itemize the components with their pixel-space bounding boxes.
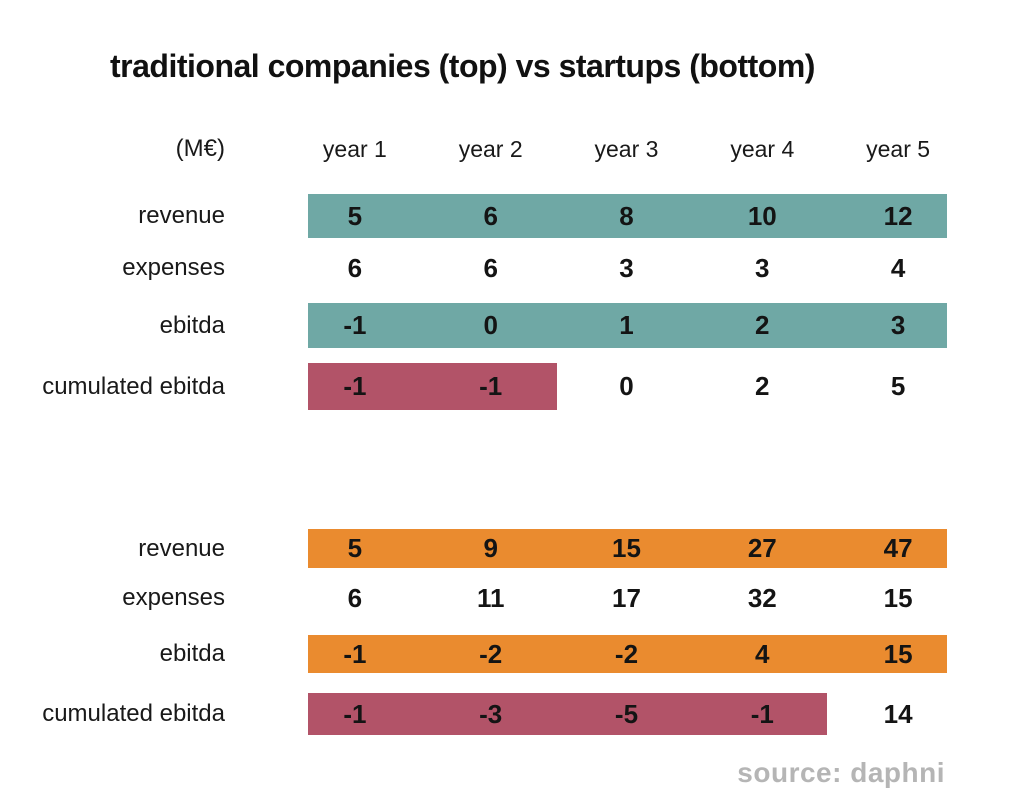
table-row-startup-revenue: revenue 5 9 15 27 47 — [0, 529, 1024, 568]
cell-value: 47 — [883, 533, 913, 563]
cell-value: -1 — [343, 310, 367, 340]
cell-value: -1 — [343, 638, 367, 669]
column-header-year-5: year 5 — [866, 135, 931, 162]
cell-value: 14 — [883, 698, 913, 729]
cell-value: 15 — [883, 638, 913, 669]
cell-value: -1 — [343, 698, 367, 729]
cell-value: 3 — [890, 310, 906, 340]
cell-value: 9 — [483, 533, 498, 563]
cell-value: 15 — [612, 533, 641, 563]
table-row-traditional-expenses: expenses 6 6 3 3 4 — [0, 246, 1024, 290]
cell-value: 17 — [612, 582, 641, 613]
source-credit: source: daphni — [737, 757, 945, 788]
cell-value: 11 — [476, 582, 505, 613]
year-column-headers: year 1 year 2 year 3 year 4 year 5 — [287, 134, 966, 164]
table-row-startup-cumulated-ebitda: cumulated ebitda -1 -3 -5 -1 14 — [0, 693, 1024, 735]
row-label: ebitda — [159, 640, 225, 667]
ebitda-bar-traditional — [308, 303, 947, 348]
table-row-startup-expenses: expenses 6 11 17 32 15 — [0, 576, 1024, 620]
cell-value: 3 — [619, 252, 634, 283]
cumulated-ebitda-bar-traditional — [308, 363, 557, 410]
revenue-bar-startup — [308, 529, 947, 568]
cell-value: 4 — [890, 252, 906, 283]
ebitda-bar-startup — [308, 635, 947, 673]
row-label: revenue — [138, 534, 225, 562]
row-label: revenue — [138, 202, 225, 229]
unit-label: (M€) — [175, 135, 225, 162]
row-label: expenses — [122, 254, 225, 281]
cell-value: 5 — [347, 200, 363, 231]
cell-value: 12 — [883, 200, 913, 231]
cell-value: 2 — [755, 371, 770, 401]
row-label: ebitda — [159, 311, 225, 339]
table-row-traditional-cumulated-ebitda: cumulated ebitda -1 -1 0 2 5 — [0, 363, 1024, 410]
cell-value: 6 — [347, 582, 363, 613]
cell-value: 27 — [747, 533, 777, 563]
cell-value: 0 — [483, 310, 498, 340]
cell-value: 10 — [747, 200, 777, 231]
revenue-bar-traditional — [308, 194, 947, 238]
cell-value: 6 — [347, 252, 363, 283]
cell-value: -1 — [750, 698, 774, 729]
column-header-year-4: year 4 — [730, 135, 795, 162]
cell-value: -3 — [479, 698, 503, 729]
cell-value: 8 — [619, 200, 634, 231]
column-header-year-1: year 1 — [322, 135, 387, 162]
cell-value: 1 — [619, 310, 634, 340]
column-header-year-2: year 2 — [458, 135, 523, 162]
cell-value: 2 — [755, 310, 770, 340]
cell-value: 0 — [619, 371, 634, 401]
cell-value: 15 — [883, 582, 913, 613]
cell-value: 6 — [483, 252, 498, 283]
cell-value: 5 — [347, 533, 363, 563]
page-title: traditional companies (top) vs startups … — [110, 48, 815, 84]
cell-value: 3 — [755, 252, 770, 283]
table-row-traditional-revenue: revenue 5 6 8 10 12 — [0, 194, 1024, 238]
cell-value: 6 — [483, 200, 498, 231]
table-row-traditional-ebitda: ebitda -1 0 1 2 3 — [0, 303, 1024, 348]
row-label: cumulated ebitda — [42, 700, 225, 727]
cell-value: 4 — [755, 638, 770, 669]
cell-value: -1 — [479, 371, 503, 401]
cell-value: -2 — [479, 638, 503, 669]
cell-value: -5 — [614, 698, 639, 729]
cumulated-ebitda-bar-startup — [308, 693, 827, 735]
cell-value: -2 — [614, 638, 639, 669]
row-label: expenses — [122, 584, 225, 611]
table-header-row: (M€) year 1 year 2 year 3 year 4 year 5 — [0, 134, 1024, 164]
column-header-year-3: year 3 — [594, 135, 659, 162]
table-row-startup-ebitda: ebitda -1 -2 -2 4 15 — [0, 635, 1024, 673]
row-label: cumulated ebitda — [42, 372, 225, 400]
cell-value: -1 — [343, 371, 367, 401]
cell-value: 32 — [747, 582, 777, 613]
cell-value: 5 — [890, 371, 906, 401]
